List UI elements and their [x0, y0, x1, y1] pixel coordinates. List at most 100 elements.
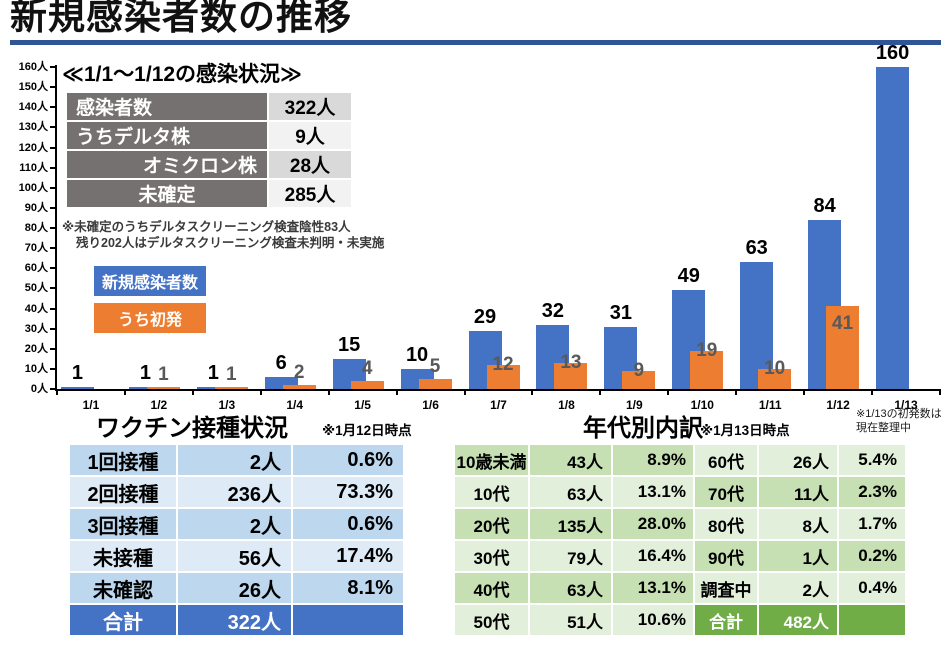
row-percent: 5.4% [837, 443, 907, 477]
bar-label-new-cases: 49 [677, 265, 700, 288]
row-label: 未接種 [68, 539, 178, 573]
y-tick [50, 66, 55, 68]
info-footnote: ※未確定のうちデルタスクリーニング検査陰性83人 残り202人はデルタスクリーニ… [62, 219, 384, 251]
y-axis-label: 40人 [24, 302, 48, 315]
row-label: 30代 [453, 539, 530, 573]
y-tick [50, 166, 55, 169]
bar-new-cases [128, 386, 162, 389]
bar-first-onset [826, 306, 860, 389]
bar-label-new-cases: 29 [473, 305, 497, 328]
y-axis-label: 100人 [18, 181, 48, 194]
y-tick [50, 126, 55, 129]
chart-note: ※1/13の初発数は 現在整理中 [856, 407, 942, 435]
info-row-label: オミクロン株 [65, 149, 269, 180]
row-count: 2人 [176, 443, 293, 477]
y-tick [50, 388, 55, 390]
x-tick [667, 389, 670, 395]
x-tick [531, 389, 534, 395]
info-row-value: 285人 [267, 178, 353, 209]
bar-label-new-cases: 63 [745, 237, 768, 260]
bar-first-onset [690, 350, 724, 389]
row-percent: 73.3% [291, 475, 405, 509]
row-percent: 8.1% [291, 571, 405, 605]
x-axis-label: 1/11 [758, 398, 782, 412]
x-axis-label: 1/5 [354, 398, 371, 412]
y-tick [50, 307, 55, 310]
bar-first-onset [758, 368, 792, 389]
x-tick [871, 389, 874, 395]
y-axis-label: 140人 [18, 101, 48, 114]
x-axis-label: 1/9 [626, 398, 643, 412]
x-axis-label: 1/1 [82, 398, 100, 412]
y-axis-label: 10人 [24, 362, 48, 375]
row-count: 56人 [176, 539, 293, 573]
bar-label-new-cases: 15 [338, 333, 361, 356]
row-label: 80代 [693, 507, 759, 541]
x-tick [56, 389, 58, 395]
x-tick [735, 389, 738, 395]
y-tick [50, 206, 55, 209]
title-underline [10, 40, 941, 45]
bar-label-new-cases: 32 [541, 299, 565, 322]
row-count: 51人 [528, 603, 613, 637]
row-count: 26人 [757, 443, 839, 477]
x-axis-label: 1/3 [218, 398, 236, 412]
bar-first-onset [146, 386, 180, 389]
vaccine-status-table: 1回接種 2人 0.6% 2回接種 236人 73.3% 3回接種 2人 0.6% 未接種 56人 1… [68, 443, 405, 637]
bar-label-first-onset: 10 [764, 357, 786, 379]
total-row-label: 合計 [68, 603, 178, 637]
x-axis-label: 1/4 [286, 398, 304, 412]
bar-label-first-onset: 19 [696, 339, 718, 361]
bar-label-first-onset: 2 [293, 361, 305, 383]
total-row-count: 322人 [176, 603, 293, 637]
row-label: 60代 [693, 443, 759, 477]
bar-label-first-onset: 13 [560, 351, 582, 373]
y-axis-label: 150人 [18, 81, 48, 94]
row-percent: 0.2% [837, 539, 907, 573]
y-axis-label: 50人 [24, 282, 48, 295]
row-count: 63人 [528, 571, 613, 605]
row-label: 90代 [693, 539, 759, 573]
x-tick [327, 389, 330, 395]
x-axis-label: 1/8 [558, 398, 575, 412]
row-percent: 1.7% [837, 507, 907, 541]
row-percent: 28.0% [611, 507, 696, 541]
row-percent: 0.6% [291, 507, 405, 541]
row-label: 3回接種 [68, 507, 178, 541]
chart-note-line1: ※1/13の初発数は [856, 408, 942, 420]
y-axis-label: 160人 [18, 61, 48, 73]
row-count: 63人 [528, 475, 613, 509]
info-row-label: 未確定 [65, 178, 269, 209]
bar-first-onset [622, 370, 656, 389]
vaccine-asof-note: ※1月12日時点 [322, 423, 412, 438]
page-title: 新規感染者数の推移 [10, 0, 352, 37]
x-axis-label: 1/12 [826, 398, 850, 412]
bar-label-new-cases: 160 [875, 42, 910, 64]
info-row-value: 9人 [267, 120, 353, 151]
y-axis-label: 130人 [18, 121, 48, 134]
x-axis-label: 1/6 [422, 398, 439, 412]
vaccine-section-heading: ワクチン接種状況 [96, 415, 288, 442]
row-label: 2回接種 [68, 475, 178, 509]
bar-first-onset [282, 384, 316, 389]
row-label: 50代 [453, 603, 530, 637]
bar-label-new-cases: 1 [71, 361, 84, 384]
bar-first-onset [554, 362, 588, 389]
row-count: 1人 [757, 539, 839, 573]
y-axis-label: 70人 [24, 242, 48, 255]
y-axis-label: 20人 [24, 342, 48, 355]
y-tick [50, 247, 55, 250]
row-label: 1回接種 [68, 443, 178, 477]
age-section-heading: 年代別内訳 [583, 415, 703, 442]
y-tick [50, 186, 55, 189]
bar-label-new-cases: 1 [139, 361, 151, 384]
legend-item-new-cases: 新規感染者数 [94, 266, 206, 296]
bar-first-onset [350, 380, 384, 389]
bar-first-onset [418, 378, 452, 389]
x-axis-label: 1/7 [490, 398, 507, 412]
row-count: 236人 [176, 475, 293, 509]
y-axis-label: 0人 [30, 383, 48, 395]
bar-label-first-onset: 1 [158, 363, 169, 385]
y-axis-label: 80人 [24, 222, 48, 234]
y-tick [50, 327, 55, 330]
